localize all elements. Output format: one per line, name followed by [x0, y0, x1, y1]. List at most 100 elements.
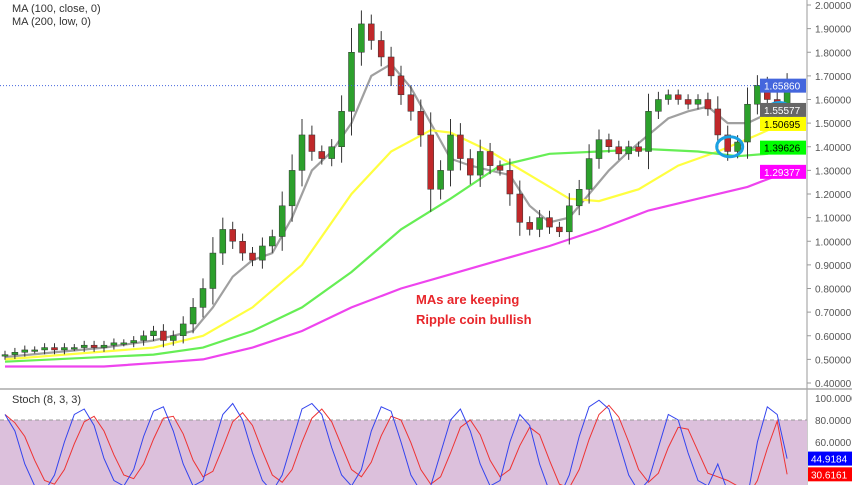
price-tick-label: 1.10000: [815, 214, 852, 225]
highlight-circle: [715, 135, 745, 159]
price-tick-label: 2.00000: [815, 1, 852, 12]
ma-value-label: 1.50695: [764, 120, 801, 131]
candle-body: [457, 134, 464, 159]
candle-body: [338, 111, 345, 147]
candle-body: [269, 236, 276, 247]
stoch-tick-label: 60.0000: [815, 438, 852, 449]
candle-body: [506, 170, 514, 195]
candle-body: [348, 52, 355, 112]
candle-body: [536, 217, 543, 230]
annotation-text: MAs are keeping Ripple coin bullish: [416, 290, 532, 330]
candle-body: [308, 134, 316, 152]
candle-body: [744, 103, 751, 143]
candle-body: [110, 342, 118, 346]
candle-body: [288, 170, 296, 207]
candle-body: [585, 158, 593, 190]
candle-body: [1, 354, 9, 357]
candle-body: [496, 165, 504, 171]
candle-body: [298, 134, 306, 171]
annotation-line-1: MAs are keeping: [416, 292, 520, 307]
price-tick-label: 1.50000: [815, 119, 852, 130]
candle-body: [219, 229, 227, 254]
price-tick-label: 1.40000: [815, 143, 852, 154]
candle-body: [90, 344, 98, 348]
candle-body: [674, 94, 682, 100]
candle-body: [486, 151, 494, 166]
moving-average-line: [5, 170, 788, 368]
candle-body: [199, 288, 207, 308]
stoch-band: [0, 420, 807, 485]
stoch-d-label-bg: [808, 467, 852, 482]
ma-value-label-bg: [760, 116, 806, 131]
candle-body: [694, 99, 702, 105]
ma-value-label-bg: [760, 140, 806, 155]
candle-body: [140, 335, 147, 341]
candle-body: [645, 111, 652, 152]
price-tick-label: 0.50000: [815, 355, 852, 366]
ma200-legend: MA (200, low, 0): [12, 16, 91, 28]
candle-body: [714, 108, 722, 136]
candle-body: [704, 99, 712, 110]
candle-body: [239, 241, 246, 254]
stoch-k-line: [4, 399, 788, 485]
candle-body: [437, 170, 444, 190]
candle-body: [556, 226, 563, 233]
candle-body: [377, 40, 385, 58]
candle-body: [754, 85, 761, 105]
candle-body: [189, 307, 197, 325]
candle-body: [11, 352, 19, 355]
candle-body: [278, 205, 286, 237]
candle-body: [150, 330, 157, 336]
candle-body: [100, 344, 108, 348]
candle-body: [31, 349, 38, 352]
candle-body: [625, 146, 632, 155]
price-tick-label: 0.60000: [815, 332, 852, 343]
candle-body: [635, 146, 642, 152]
price-tick-label: 1.20000: [815, 190, 852, 201]
moving-average-line: [4, 62, 788, 359]
candle-body: [179, 323, 187, 336]
candle-body: [684, 99, 692, 105]
candle-body: [120, 342, 128, 345]
price-tick-label: 1.60000: [815, 96, 852, 107]
stoch-legend: Stoch (8, 3, 3): [12, 394, 82, 406]
moving-average-line: [4, 146, 788, 363]
candle-body: [249, 252, 256, 261]
candle-body: [526, 222, 533, 230]
candle-body: [615, 146, 623, 155]
candle-body: [71, 347, 78, 350]
candle-body: [51, 347, 58, 351]
stoch-tick-label: 100.0000: [815, 394, 852, 405]
price-tick-label: 1.70000: [815, 72, 852, 83]
candle-body: [170, 335, 177, 341]
candle-body: [259, 245, 266, 261]
stoch-d-label: 30.6161: [811, 470, 848, 481]
ma-value-label: 1.55577: [764, 106, 801, 117]
ma-value-label-bg: [760, 102, 806, 117]
candle-body: [130, 340, 137, 344]
candle-body: [575, 189, 583, 207]
price-tick-label: 1.90000: [815, 25, 852, 36]
price-tick-label: 1.00000: [815, 237, 852, 248]
candle-body: [328, 146, 335, 159]
price-tick-label: 1.30000: [815, 166, 852, 177]
candle-body: [724, 134, 731, 152]
candle-body: [605, 139, 613, 148]
price-tick-label: 0.90000: [815, 261, 852, 272]
candle-body: [368, 23, 375, 41]
candle-body: [229, 229, 236, 242]
stoch-d-line: [4, 404, 788, 485]
candle-body: [21, 349, 29, 353]
candle-body: [209, 252, 217, 289]
stoch-k-label-bg: [808, 451, 852, 466]
candle-body: [61, 347, 68, 351]
candle-body: [734, 141, 741, 152]
candle-body: [566, 205, 573, 233]
stoch-tick-label: 80.0000: [815, 416, 852, 427]
ma-value-label-bg: [760, 164, 806, 179]
price-tick-label: 0.40000: [815, 379, 852, 390]
candle-body: [516, 193, 524, 223]
candle-body: [160, 330, 167, 341]
candle-body: [546, 217, 553, 228]
